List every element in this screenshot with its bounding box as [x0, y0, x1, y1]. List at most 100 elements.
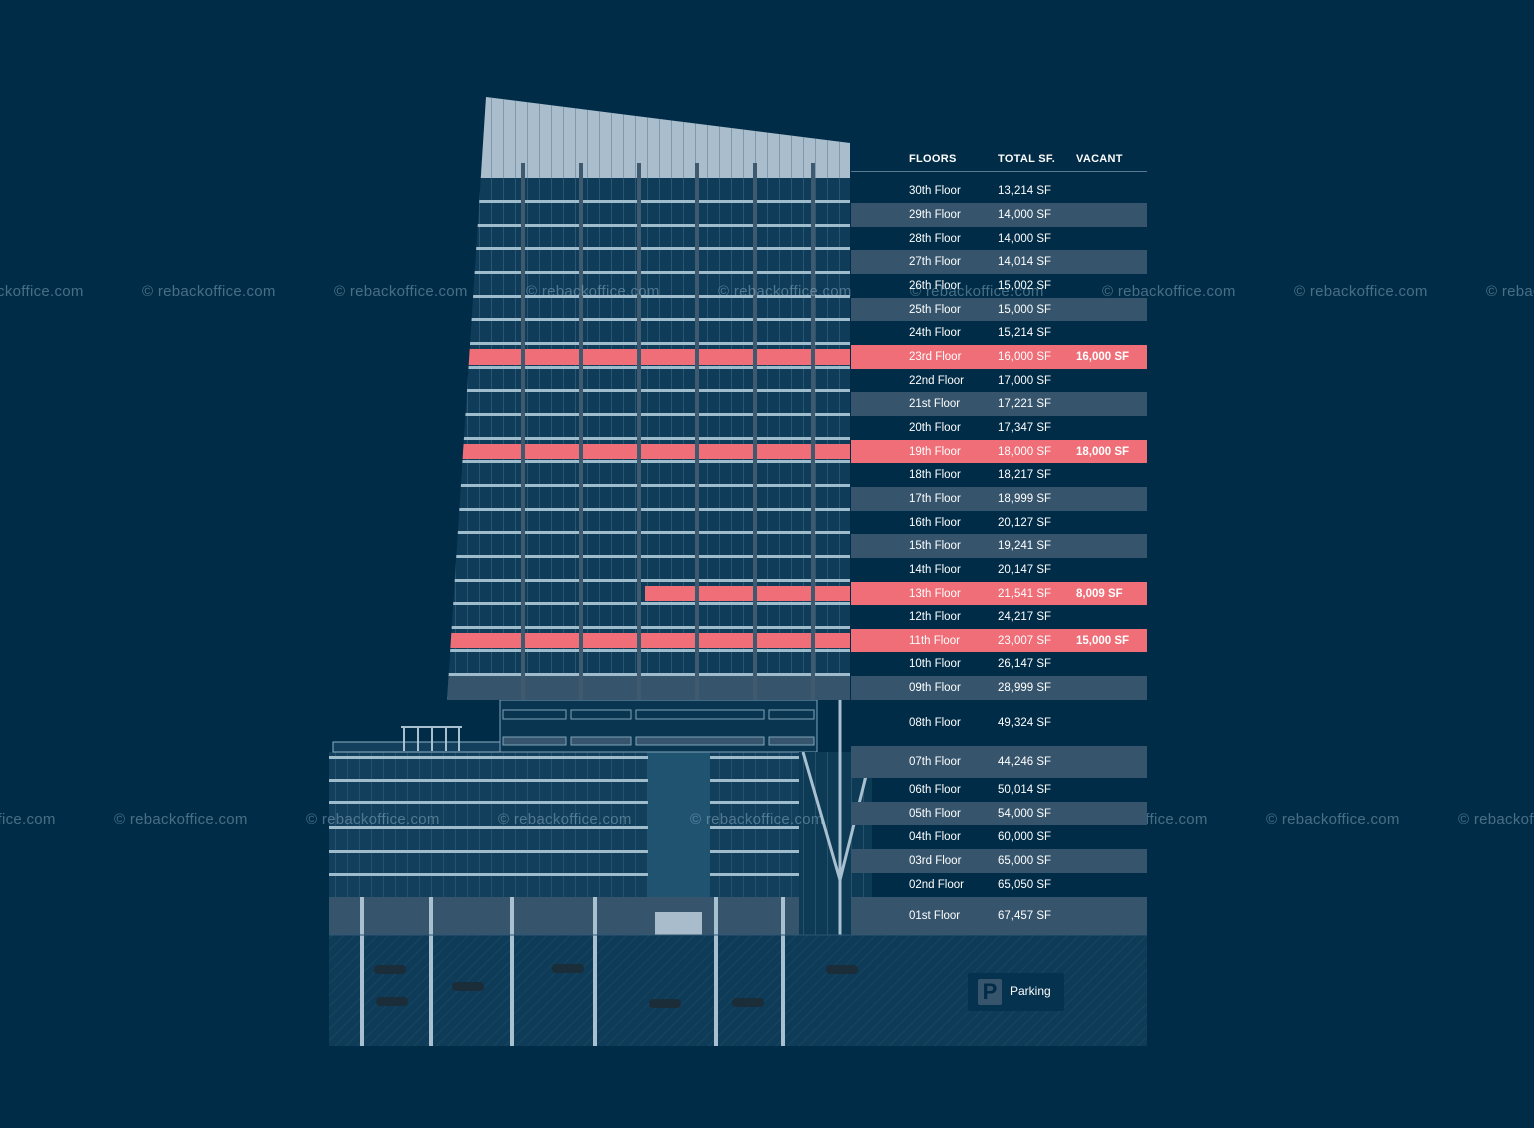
car-icon	[374, 965, 406, 974]
structural-column	[593, 897, 597, 935]
tower-fin	[637, 163, 641, 700]
floor-row[interactable]: 06th Floor 50,014 SF	[851, 778, 1147, 802]
floor-vacant-sf: 18,000 SF	[1076, 445, 1130, 458]
floor-row[interactable]: 20th Floor 17,347 SF	[851, 416, 1147, 440]
floor-row[interactable]: 05th Floor 54,000 SF	[851, 802, 1147, 825]
floor-name: 06th Floor	[909, 784, 961, 796]
watermark-text: © rebackoffice.com	[306, 811, 440, 828]
floor-slab	[447, 602, 850, 605]
floor-row[interactable]: 22nd Floor 17,000 SF	[851, 369, 1147, 392]
floor-name: 01st Floor	[909, 910, 961, 922]
floor-slab	[447, 342, 850, 345]
floor-name: 02nd Floor	[909, 879, 964, 891]
floor-row[interactable]: 01st Floor 67,457 SF	[851, 897, 1147, 935]
floor-name: 04th Floor	[909, 831, 961, 843]
floor-name: 24th Floor	[909, 327, 961, 339]
structural-column	[429, 935, 433, 1046]
floor-name: 19th Floor	[909, 445, 961, 458]
floor-total-sf: 19,241 SF	[998, 540, 1052, 552]
floor-row[interactable]: 14th Floor 20,147 SF	[851, 558, 1147, 582]
tower-fin	[695, 163, 699, 700]
floor-vacant-sf: 8,009 SF	[1076, 587, 1123, 600]
car-icon	[552, 964, 584, 973]
structural-column	[360, 935, 364, 1046]
floor-row[interactable]: 08th Floor 49,324 SF	[851, 700, 1147, 746]
floor-slab	[447, 318, 850, 321]
floor-row[interactable]: 02nd Floor 65,050 SF	[851, 873, 1147, 897]
floor-total-sf: 60,000 SF	[998, 831, 1052, 843]
structural-column	[593, 935, 597, 1046]
header-divider	[851, 171, 1147, 172]
parking-icon: P	[978, 979, 1002, 1005]
floor-total-sf: 17,221 SF	[998, 398, 1052, 410]
floor-slab	[447, 579, 850, 582]
floor-row[interactable]: 24th Floor 15,214 SF	[851, 321, 1147, 345]
floor-row[interactable]: 10th Floor 26,147 SF	[851, 652, 1147, 676]
total-sf-header: TOTAL SF.	[998, 153, 1056, 165]
watermark-text: © rebackoffice.com	[0, 283, 84, 300]
floor-row[interactable]: 17th Floor 18,999 SF	[851, 487, 1147, 511]
watermark-text: © rebackoffice.com	[910, 283, 1044, 300]
floor-row[interactable]: 25th Floor 15,000 SF	[851, 298, 1147, 321]
floor-slab	[447, 626, 850, 629]
floor-row[interactable]: 18th Floor 18,217 SF	[851, 463, 1147, 487]
floor-slab	[447, 200, 850, 203]
floor-row[interactable]: 27th Floor 14,014 SF	[851, 250, 1147, 274]
structural-column	[360, 897, 364, 935]
floor-total-sf: 20,147 SF	[998, 564, 1052, 576]
floor-name: 28th Floor	[909, 232, 961, 245]
watermark-text: © rebackoffice.com	[142, 283, 276, 300]
structural-column	[714, 935, 718, 1046]
car-icon	[649, 999, 681, 1008]
floor-slab	[447, 247, 850, 250]
floor-row[interactable]: 03rd Floor 65,000 SF	[851, 849, 1147, 873]
vacant-floor-highlight	[447, 349, 850, 365]
floor-row[interactable]: 19th Floor 18,000 SF 18,000 SF	[851, 440, 1147, 463]
floor-slab	[447, 295, 850, 298]
floor-total-sf: 28,999 SF	[998, 682, 1052, 694]
floor-slab	[447, 224, 850, 227]
floor-total-sf: 15,002 SF	[998, 280, 1052, 292]
vacant-floor-highlight	[645, 586, 850, 601]
floor-row[interactable]: 16th Floor 20,127 SF	[851, 511, 1147, 534]
floor-row[interactable]: 09th Floor 28,999 SF	[851, 676, 1147, 700]
structural-column	[429, 897, 433, 935]
watermark-text: © rebackoffice.com	[0, 811, 56, 828]
watermark-text: © rebackoffice.com	[498, 811, 632, 828]
floor-row[interactable]: 15th Floor 19,241 SF	[851, 534, 1147, 558]
floor-row[interactable]: 23rd Floor 16,000 SF 16,000 SF	[851, 345, 1147, 369]
floor-vacant-sf: 16,000 SF	[1076, 351, 1130, 363]
car-icon	[376, 997, 408, 1006]
floor-total-sf: 14,014 SF	[998, 256, 1052, 268]
floor-row[interactable]: 28th Floor 14,000 SF	[851, 227, 1147, 250]
floor-name: 26th Floor	[909, 280, 961, 292]
floor-slab	[447, 555, 850, 558]
floor-row[interactable]: 04th Floor 60,000 SF	[851, 825, 1147, 849]
floor-row[interactable]: 07th Floor 44,246 SF	[851, 746, 1147, 778]
floor-total-sf: 21,541 SF	[998, 587, 1052, 600]
floor-total-sf: 16,000 SF	[998, 351, 1052, 363]
floor-slab	[447, 649, 850, 652]
floor-total-sf: 20,127 SF	[998, 516, 1052, 529]
floor-row[interactable]: 26th Floor 15,002 SF	[851, 274, 1147, 298]
floor-name: 18th Floor	[909, 469, 961, 481]
floor-row[interactable]: 30th Floor 13,214 SF	[851, 179, 1147, 203]
floor-row[interactable]: 13th Floor 21,541 SF 8,009 SF	[851, 582, 1147, 605]
roof-pergola	[401, 726, 462, 751]
structural-column	[510, 935, 514, 1046]
floor-slab	[447, 531, 850, 534]
watermark-text: © rebackoffice.com	[334, 283, 468, 300]
podium-slab	[329, 873, 799, 876]
tower-fin	[521, 163, 525, 700]
watermark-text: © rebackoffice.com	[690, 811, 824, 828]
watermark-text: © rebackoffice.com	[1294, 283, 1428, 300]
floor-row[interactable]: 11th Floor 23,007 SF 15,000 SF	[851, 629, 1147, 652]
floor-row[interactable]: 12th Floor 24,217 SF	[851, 605, 1147, 629]
floor-slab	[447, 508, 850, 511]
floor-name: 20th Floor	[909, 422, 961, 434]
floor-row[interactable]: 29th Floor 14,000 SF	[851, 203, 1147, 227]
floor-total-sf: 17,347 SF	[998, 422, 1052, 434]
watermark-text: © rebackoffice.com	[1266, 811, 1400, 828]
floor-row[interactable]: 21st Floor 17,221 SF	[851, 392, 1147, 416]
